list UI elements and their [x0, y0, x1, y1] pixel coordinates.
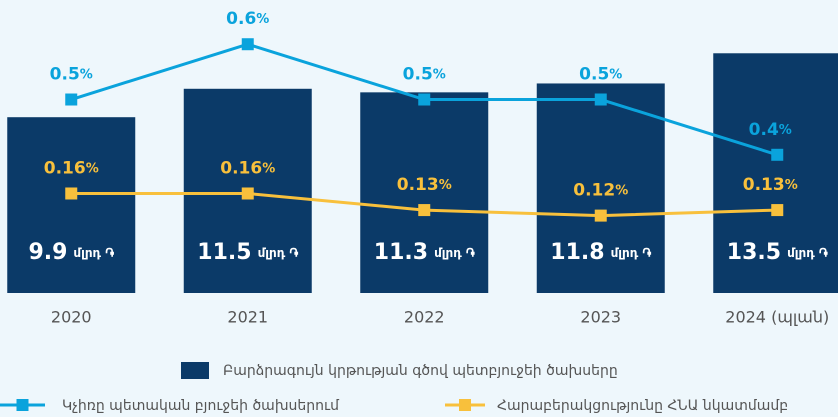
bar — [536, 83, 665, 294]
bar-unit: մլրդ ֏ — [258, 246, 299, 260]
line-unit: % — [615, 183, 628, 198]
bar-unit: մլրդ ֏ — [73, 246, 114, 260]
bar-value-label: 13.5 մլրդ ֏ — [727, 240, 828, 265]
line-value: 0.13 — [743, 175, 785, 195]
bar-value-label: 9.9 մլրդ ֏ — [28, 240, 114, 265]
bar-value-label: 11.5 մլրդ ֏ — [197, 240, 298, 265]
line-unit: % — [262, 161, 275, 176]
marker — [594, 209, 607, 222]
bar-unit: մլրդ ֏ — [434, 246, 475, 260]
bar-value-label: 11.3 մլրդ ֏ — [374, 240, 475, 265]
x-tick-label: 2022 — [404, 308, 445, 327]
x-tick-label: 2023 — [580, 308, 621, 327]
bar-value: 13.5 — [727, 240, 781, 265]
line-value: 0.16 — [44, 158, 86, 178]
bar — [713, 53, 838, 293]
line-value-label: 0.5% — [403, 65, 446, 85]
marker — [65, 93, 78, 106]
line-value: 0.13 — [397, 175, 439, 195]
marker — [418, 204, 431, 217]
line-unit: % — [433, 67, 446, 82]
legend-label: Բարձրագույն կրթության գծով պետբյուջեի ծա… — [223, 363, 618, 379]
legend-label: Կչիռը պետական բյուջեի ծախսերում — [62, 398, 340, 414]
marker — [771, 148, 784, 161]
marker — [241, 187, 254, 200]
line-value: 0.12 — [573, 181, 615, 201]
line-value-label: 0.16% — [44, 158, 99, 178]
line-unit: % — [609, 67, 622, 82]
line-unit: % — [80, 67, 93, 82]
marker — [241, 38, 254, 51]
marker — [418, 93, 431, 106]
line-value: 0.5 — [403, 65, 433, 85]
line-value-label: 0.5% — [50, 65, 93, 85]
line-value-label: 0.5% — [579, 65, 622, 85]
line-value: 0.5 — [579, 65, 609, 85]
line-value: 0.6 — [226, 9, 256, 29]
line-value: 0.16 — [220, 158, 262, 178]
marker — [65, 187, 78, 200]
line-value-label: 0.13% — [397, 175, 452, 195]
bar-value: 11.8 — [550, 240, 604, 265]
bar-value: 11.5 — [197, 240, 251, 265]
bar-value: 9.9 — [28, 240, 67, 265]
x-tick-label: 2024 (պլան) — [725, 308, 829, 327]
line-unit: % — [86, 161, 99, 176]
line-value-label: 0.12% — [573, 181, 628, 201]
line-value-label: 0.13% — [743, 175, 798, 195]
line-unit: % — [439, 178, 452, 193]
line-unit: % — [256, 12, 269, 27]
bar-unit: մլրդ ֏ — [611, 246, 652, 260]
line-unit: % — [785, 178, 798, 193]
line-unit: % — [779, 122, 792, 137]
legend-label: Հարաբերակցությունը ՀՆԱ նկատմամբ — [497, 398, 788, 414]
x-tick-label: 2020 — [51, 308, 92, 327]
marker — [771, 204, 784, 217]
line-value: 0.4 — [749, 120, 779, 140]
legend-marker — [16, 399, 29, 411]
x-tick-label: 2021 — [227, 308, 268, 327]
line-value-label: 0.6% — [226, 9, 269, 29]
line-value-label: 0.4% — [749, 120, 792, 140]
legend-swatch — [181, 362, 209, 379]
marker — [594, 93, 607, 106]
line-value-label: 0.16% — [220, 158, 275, 178]
line-value: 0.5 — [50, 65, 80, 85]
bar — [360, 92, 489, 294]
bar — [7, 117, 136, 293]
bar-value-label: 11.8 մլրդ ֏ — [550, 240, 651, 265]
bar-unit: մլրդ ֏ — [787, 246, 828, 260]
bar-value: 11.3 — [374, 240, 428, 265]
legend-marker — [459, 399, 471, 411]
